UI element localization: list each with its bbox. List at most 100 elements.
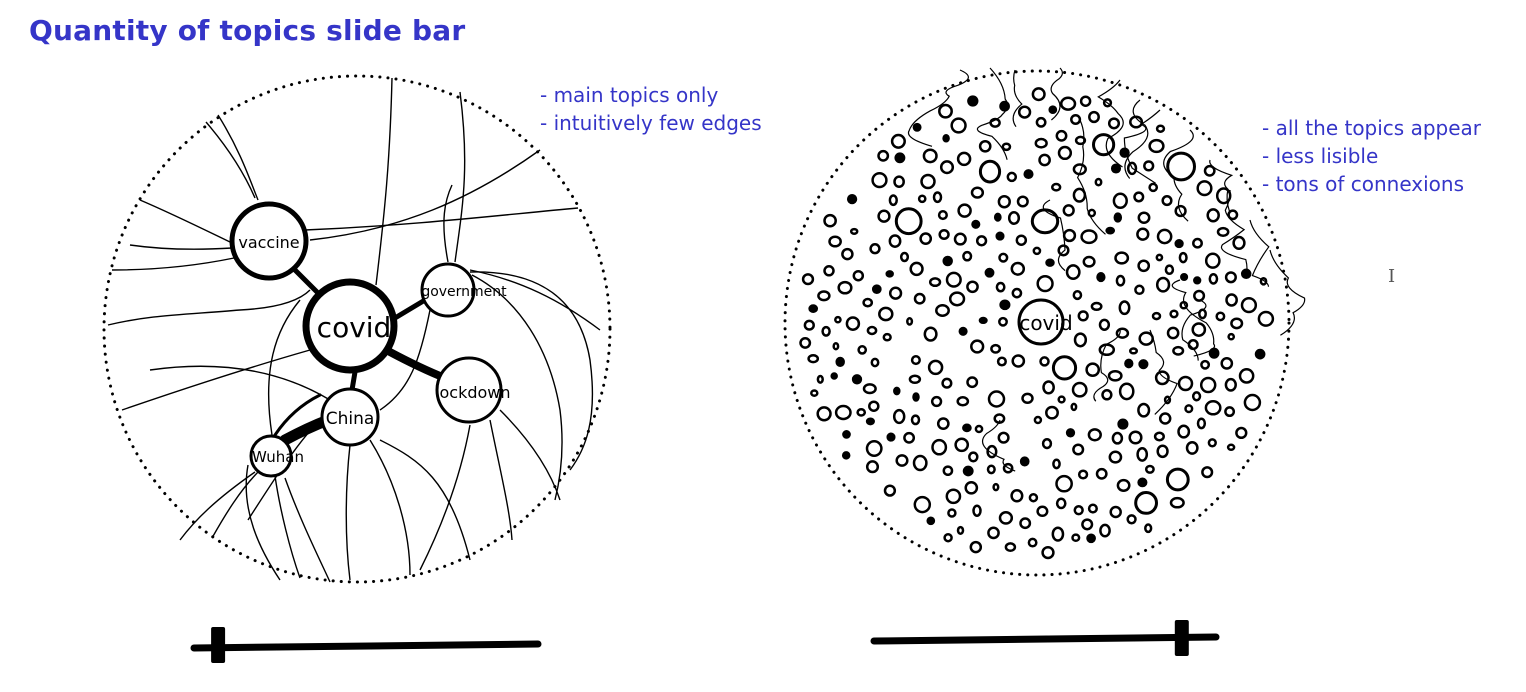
topic-bubble [1035,116,1047,128]
topic-bubble [1227,209,1239,221]
topic-bubble [953,232,967,246]
topic-bubble [943,532,953,543]
left-slider[interactable] [190,627,542,663]
topic-bubble [870,357,880,368]
connection-strand [1181,299,1207,361]
topic-bubble [912,454,928,472]
right-center-label: covid [1019,311,1072,335]
topic-bubble [1225,293,1238,307]
topic-bubble [1207,438,1217,448]
topic-bubble [923,326,938,342]
topic-bubble [936,417,950,430]
topic-bubble [1240,296,1258,314]
topic-bubble [1085,362,1101,378]
topic-bubble [1098,343,1116,357]
topic-bubble [995,281,1006,293]
topic-bubble [1232,235,1246,251]
topic-bubble [1010,489,1024,503]
topic-bubble [969,540,983,554]
topic-bubble [1101,389,1113,401]
topic-bubble [810,389,819,397]
topic-bubble [962,465,974,477]
topic-bubble [945,488,962,505]
topic-bubble [1036,505,1049,518]
right-slider-handle[interactable] [1174,620,1189,656]
topic-bubble [1110,163,1122,174]
topic-bubble [1215,187,1232,205]
topic-bubble [1010,261,1026,276]
topic-bubble [1201,466,1214,479]
topic-bubble [1080,229,1098,245]
topic-bubble [1019,456,1030,467]
topic-bubble [1137,477,1148,488]
topic-bubble [1166,151,1196,182]
topic-bubble [1072,290,1083,301]
topic-bubble [1107,369,1123,382]
topic-bubble [1113,212,1123,223]
right-center-node[interactable]: covid [1017,298,1073,346]
topic-bubble [966,280,979,294]
left-slider-track[interactable] [190,640,542,652]
topic-bubble [1055,474,1073,493]
topic-bubble [1136,227,1150,241]
topic-bubble [1038,153,1051,167]
topic-bubble [1057,145,1073,161]
topic-bubble [1092,133,1116,157]
connection-strand [982,419,1016,472]
topic-bubble [1082,255,1096,268]
topic-bubble [885,270,894,278]
topic-bubble [1071,533,1081,543]
topic-bubble [997,431,1010,444]
topic-bubble [1017,105,1032,119]
topic-bubble [832,341,840,351]
node-wuhan-label: Wuhan [252,448,304,466]
topic-bubble [974,424,984,434]
left-slider-handle[interactable] [211,627,226,663]
topic-bubble [1191,391,1202,402]
topic-bubble [1062,228,1077,243]
node-covid[interactable]: covid [302,278,398,374]
topic-bubble [1161,195,1173,207]
topic-bubble [1174,239,1184,249]
topic-bubble [909,261,924,277]
topic-bubble [1177,424,1191,439]
topic-bubble [1155,124,1166,133]
topic-bubble [808,304,819,313]
node-wuhan[interactable]: Wuhan [249,434,304,478]
topic-bubble [1118,300,1131,316]
topic-bubble [1016,195,1029,208]
topic-bubble [1193,276,1202,285]
topic-bubble [992,482,1000,492]
topic-bubble [1027,537,1038,548]
topic-bubble [948,291,966,307]
topic-bubble [1105,226,1116,235]
topic-bubble [1133,191,1145,203]
topic-bubble [1070,113,1082,126]
topic-bubble [1111,431,1124,445]
topic-bubble [1057,244,1070,257]
node-government[interactable]: government [420,262,507,318]
topic-bubble [1257,310,1275,327]
node-china[interactable]: China [320,387,380,447]
node-vaccine[interactable]: vaccine [229,201,309,281]
topic-bubble [894,207,923,236]
topic-bubble [957,203,972,218]
left-boundary-circle [102,74,612,584]
topic-bubble [1151,311,1162,321]
topic-bubble [1138,331,1154,346]
topic-bubble [817,290,831,302]
topic-bubble [1206,208,1220,223]
right-slider[interactable] [870,620,1220,656]
right-slider-track[interactable] [870,633,1220,645]
topic-bubble [1088,110,1100,124]
topic-bubble [1243,393,1262,412]
topic-bubble [1143,160,1155,172]
topic-bubble [899,251,910,263]
topic-bubble [1051,182,1062,192]
topic-bubble [1203,164,1216,177]
topic-bubble [801,273,815,286]
topic-bubble [1096,272,1106,283]
node-lockdown[interactable]: ockdown [435,356,511,424]
topic-bubble [1055,497,1067,510]
